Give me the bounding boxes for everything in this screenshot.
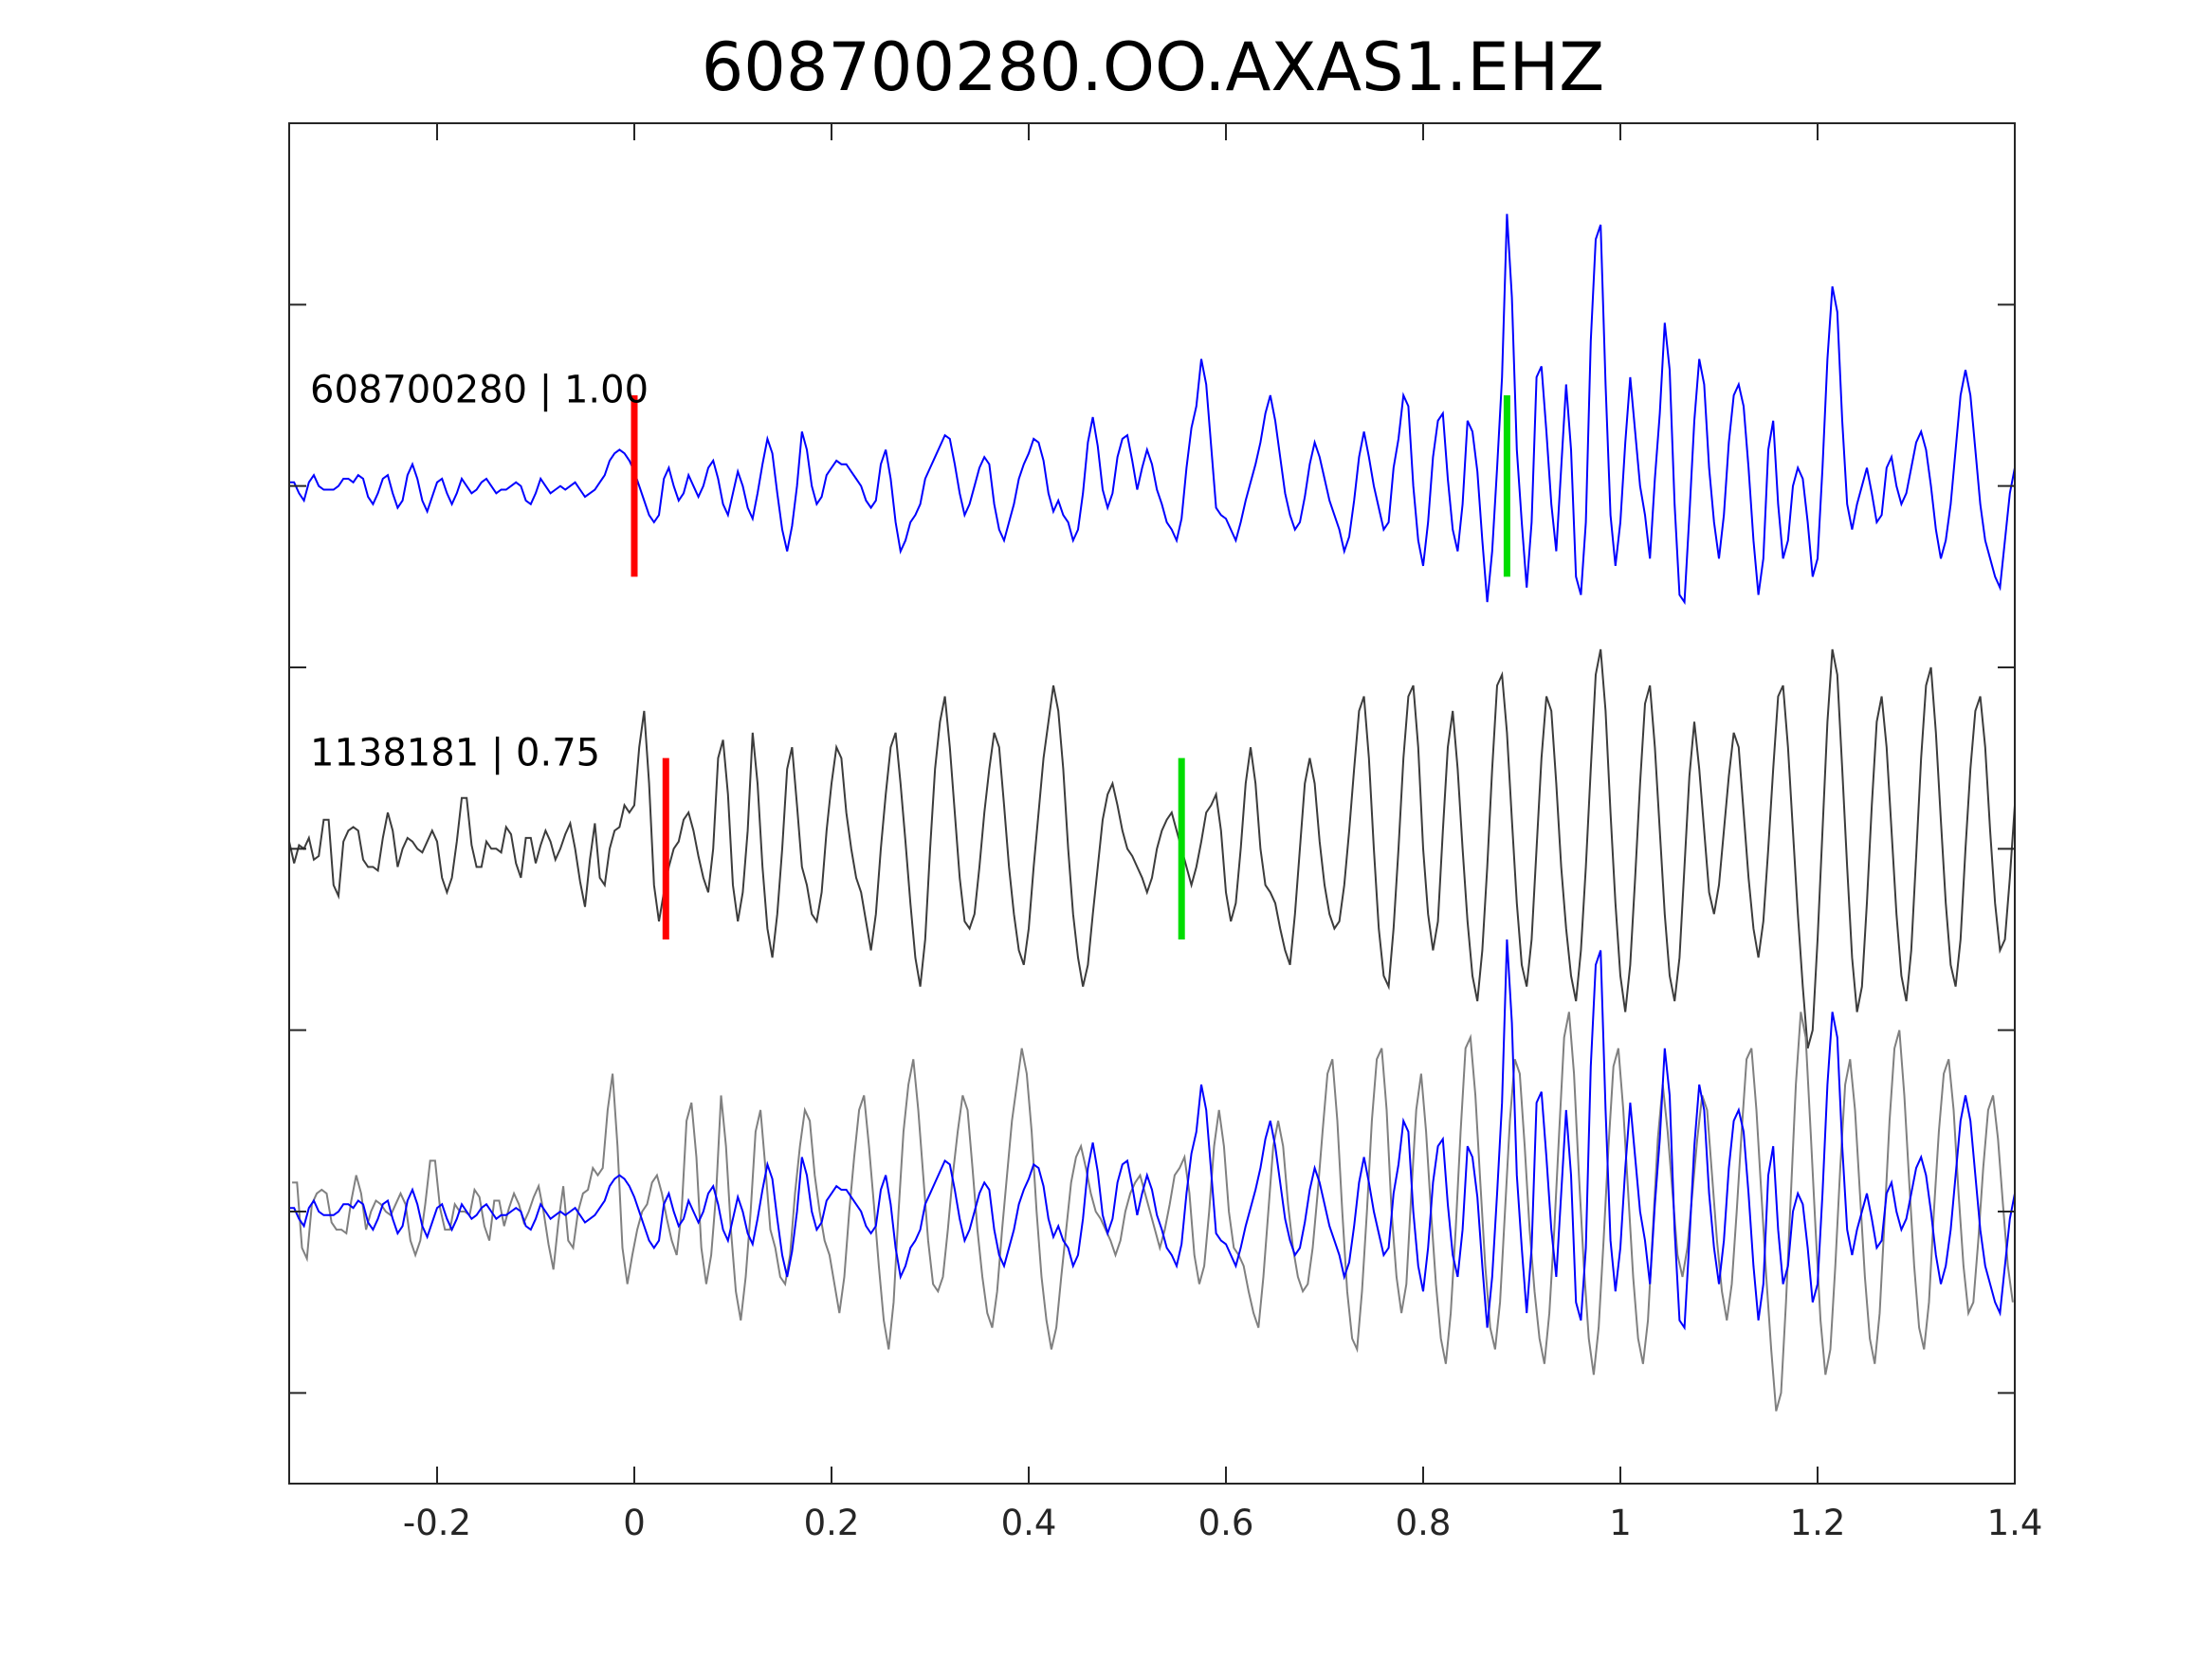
picks-layer <box>631 395 1510 939</box>
plot-frame <box>288 122 2016 1485</box>
ticks-layer <box>289 123 2016 1484</box>
labels-layer: 608700280 | 1.00 1138181 | 0.75 -0.2 0 0.2 0.… <box>310 369 2042 1543</box>
x-tick-label-7: 1.2 <box>1790 1503 1846 1543</box>
x-tick-label-5: 0.8 <box>1396 1503 1452 1543</box>
x-tick-label-1: 0 <box>623 1503 646 1543</box>
trace-label-1: 608700280 | 1.00 <box>310 369 649 412</box>
x-tick-label-4: 0.6 <box>1198 1503 1254 1543</box>
trace-label-2: 1138181 | 0.75 <box>310 731 600 775</box>
x-tick-label-6: 1 <box>1609 1503 1632 1543</box>
traces-layer <box>288 213 2016 1412</box>
x-tick-label-3: 0.4 <box>1001 1503 1057 1543</box>
x-tick-label-8: 1.4 <box>1987 1503 2043 1543</box>
overlay-detection-line <box>292 1012 2014 1412</box>
trace-line-2 <box>288 648 2016 1049</box>
chart-title: 608700280.OO.AXAS1.EHZ <box>702 28 1604 106</box>
overlay-template-line <box>289 939 2016 1331</box>
trace-line-1 <box>289 213 2016 606</box>
x-tick-label-0: -0.2 <box>403 1503 471 1543</box>
plot-area <box>289 123 2015 1484</box>
x-tick-label-2: 0.2 <box>804 1503 860 1543</box>
